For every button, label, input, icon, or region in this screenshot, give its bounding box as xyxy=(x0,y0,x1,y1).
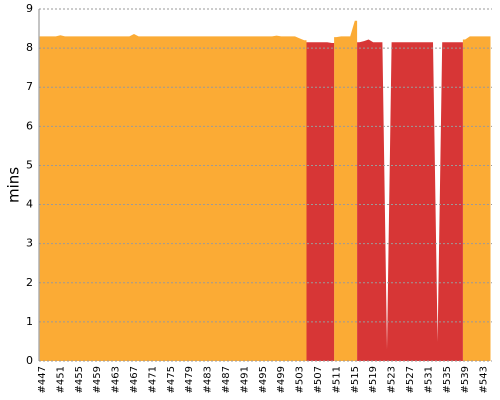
x-tick-label: #507 xyxy=(313,366,324,393)
area xyxy=(306,39,463,362)
area xyxy=(39,20,491,361)
x-tick-label: #503 xyxy=(295,366,306,393)
y-tick-label: 4 xyxy=(26,198,33,211)
x-tick-label: #519 xyxy=(368,366,379,393)
x-tick-label: #463 xyxy=(111,366,122,393)
y-tick-label: 9 xyxy=(26,2,33,15)
x-tick-label: #523 xyxy=(387,366,398,393)
x-tick-label: #491 xyxy=(239,366,250,393)
x-tick-label: #467 xyxy=(129,366,140,393)
x-tick-label: #475 xyxy=(166,366,177,393)
x-tick-label: #459 xyxy=(92,366,103,393)
x-tick-label: #495 xyxy=(258,366,269,393)
y-tick-label: 5 xyxy=(26,158,33,171)
x-tick-label: #487 xyxy=(221,366,232,393)
y-tick-label: 6 xyxy=(26,119,33,132)
x-tick-label: #511 xyxy=(331,366,342,393)
x-tick-label: #451 xyxy=(55,366,66,393)
x-tick-label: #515 xyxy=(350,366,361,393)
y-tick-label: 8 xyxy=(26,41,33,54)
y-axis-label: mins xyxy=(5,167,23,203)
x-tick-label: #471 xyxy=(147,366,158,393)
x-tick-label: #455 xyxy=(74,366,85,393)
x-tick-label: #535 xyxy=(442,366,453,393)
x-tick-label: #539 xyxy=(460,366,471,393)
x-tick-label: #479 xyxy=(184,366,195,393)
y-tick-label: 7 xyxy=(26,80,33,93)
x-tick-label: #483 xyxy=(203,366,214,393)
x-tick-label: #543 xyxy=(479,366,490,393)
x-tick-label: #447 xyxy=(37,366,48,393)
x-tick-label: #531 xyxy=(423,366,434,393)
x-tick-label: #499 xyxy=(276,366,287,393)
y-tick-label: 3 xyxy=(26,237,33,250)
x-tick-label: #527 xyxy=(405,366,416,393)
y-tick-label: 2 xyxy=(26,276,33,289)
y-tick-label: 1 xyxy=(26,315,33,328)
y-tick-label: 0 xyxy=(26,354,33,367)
